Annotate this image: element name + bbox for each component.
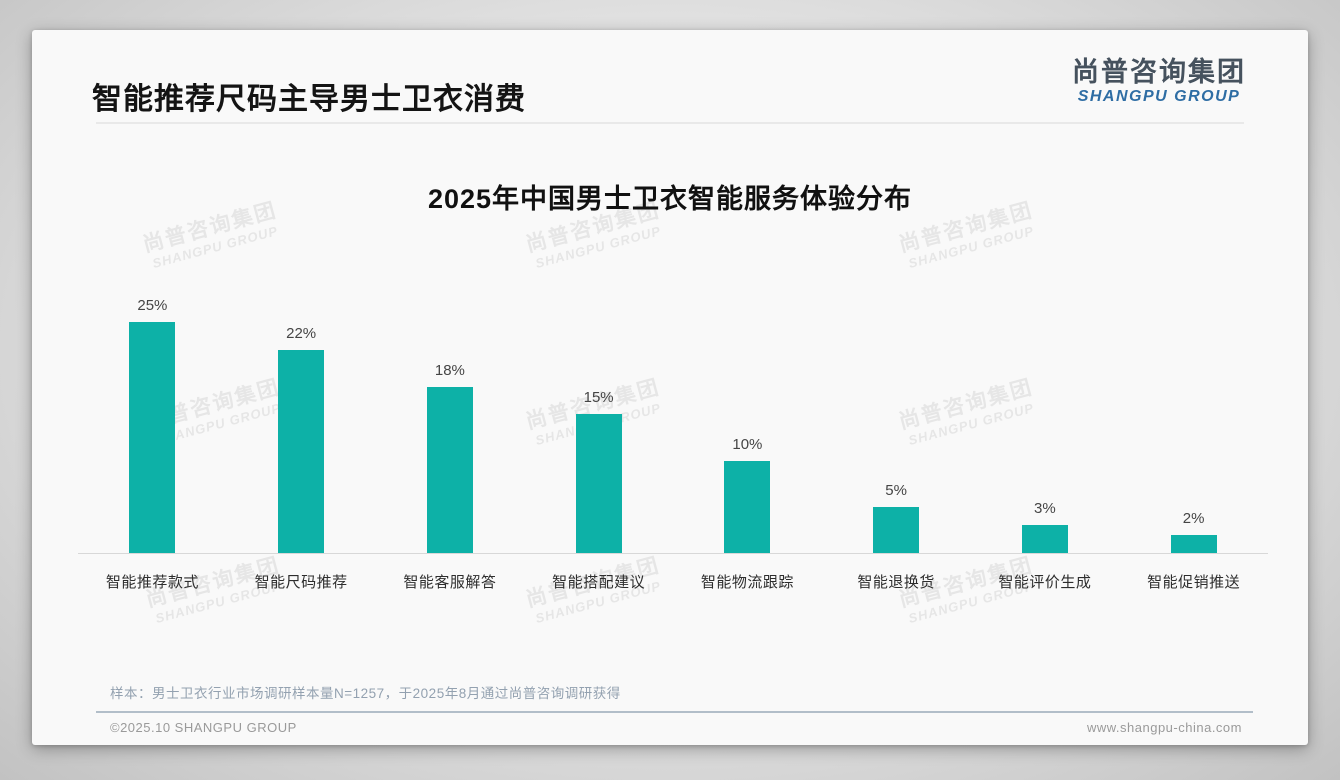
bar-group: 10%: [673, 436, 822, 553]
bar: [129, 322, 176, 553]
website-text: www.shangpu-china.com: [1086, 720, 1242, 735]
bar: [1170, 535, 1217, 553]
bar: [873, 507, 920, 553]
bar-value-label: 3%: [1034, 500, 1056, 517]
logo-cn-text: 尚普咨询集团: [1072, 57, 1246, 87]
watermark-en-text: SHANGPU GROUP: [533, 223, 663, 272]
category-row: 智能推荐款式 智能尺码推荐 智能客服解答 智能搭配建议 智能物流跟踪 智能退换货 智能评价生…: [78, 554, 1268, 592]
logo-en-text: SHANGPU GROUP: [1077, 88, 1241, 106]
chart-title: 2025年中国男士卫衣智能服务体验分布: [427, 184, 913, 214]
category-label: 智能物流跟踪: [700, 574, 794, 591]
footer-divider: [96, 711, 1253, 713]
bar-chart: 25% 22% 18% 15% 10% 5% 3% 2% 智能推荐款式 智能尺码推荐 智能客服解答…: [78, 288, 1268, 592]
bar-group: 22%: [227, 325, 376, 553]
category-label: 智能推荐款式: [105, 574, 199, 591]
bar: [1021, 525, 1068, 553]
watermark-en-text: SHANGPU GROUP: [150, 223, 280, 272]
bar-value-label: 2%: [1182, 510, 1205, 527]
bar-value-label: 25%: [137, 297, 168, 314]
bar-value-label: 5%: [885, 482, 907, 499]
page-title: 智能推荐尺码主导男士卫衣消费: [92, 83, 526, 116]
bar-group: 18%: [376, 362, 525, 553]
company-logo: 尚普咨询集团 SHANGPU GROUP: [1072, 57, 1246, 106]
category-label: 智能退换货: [857, 574, 935, 591]
bar: [278, 350, 325, 553]
sample-note: 样本：男士卫衣行业市场调研样本量N=1257，于2025年8月通过尚普咨询调研获…: [110, 686, 621, 701]
copyright-text: ©2025.10 SHANGPU GROUP: [110, 720, 297, 735]
bar-group: 15%: [524, 389, 673, 553]
category-label: 智能客服解答: [403, 574, 497, 591]
bar: [426, 387, 473, 553]
bar-value-label: 22%: [286, 325, 317, 342]
bar-value-label: 18%: [434, 362, 465, 379]
bar-group: 5%: [822, 482, 971, 553]
bar-value-label: 10%: [732, 436, 763, 453]
bar-group: 2%: [1119, 510, 1268, 553]
category-label: 智能尺码推荐: [254, 574, 348, 591]
header-divider: [96, 122, 1244, 124]
bar-value-label: 15%: [583, 389, 614, 406]
watermark-en-text: SHANGPU GROUP: [906, 223, 1036, 272]
bar-plot: 25% 22% 18% 15% 10% 5% 3% 2%: [78, 288, 1268, 554]
category-label: 智能搭配建议: [552, 574, 646, 591]
bar: [575, 414, 622, 553]
category-label: 智能评价生成: [998, 574, 1092, 591]
bar-group: 25%: [78, 297, 227, 553]
bar: [724, 461, 771, 553]
report-card: 尚普咨询集团 SHANGPU GROUP 尚普咨询集团 SHANGPU GROUP 尚普…: [32, 30, 1308, 745]
bar-group: 3%: [971, 500, 1120, 553]
category-label: 智能促销推送: [1147, 574, 1241, 591]
